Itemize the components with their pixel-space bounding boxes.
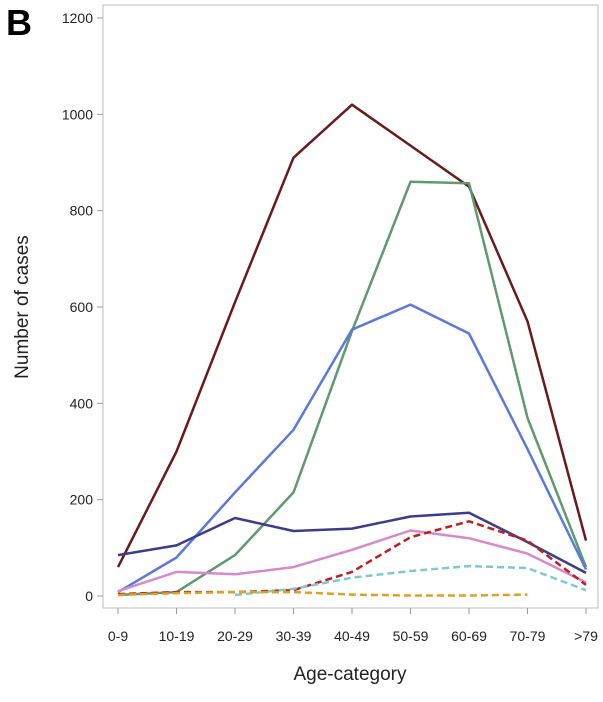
series-layer [116,103,588,597]
x-axis-title: Age-category [293,664,407,685]
x-tick-label: 30-39 [276,628,312,644]
x-tick-label: 40-49 [334,628,370,644]
plot-frame [102,4,599,609]
x-tick-label: 50-59 [393,628,429,644]
y-axis: 0 200 400 600 800 1000 1200 [62,10,103,604]
x-tick-label: 60-69 [451,628,487,644]
series-line-6 [117,520,587,596]
series-line-7 [234,564,587,597]
y-tick-label: 1200 [62,10,93,26]
x-tick-label: 20-29 [217,628,253,644]
y-axis-title: Number of cases [12,235,33,379]
y-tick-label: 400 [70,395,94,411]
series-line-4 [117,511,587,575]
y-tick-label: 0 [85,588,93,604]
y-tick-label: 200 [70,492,94,508]
x-tick-label: 10-19 [159,628,195,644]
series-line-8 [117,590,528,597]
series-line-1 [116,103,588,568]
series-line-2 [117,180,588,597]
y-tick-label: 600 [70,299,94,315]
x-tick-label: >79 [574,628,598,644]
y-tick-label: 1000 [62,106,93,122]
y-tick-label: 800 [70,203,94,219]
series-line-5 [117,529,587,593]
x-tick-label: 70-79 [510,628,546,644]
x-tick-label: 0-9 [108,628,128,644]
x-axis: 0-9 10-19 20-29 30-39 40-49 50-59 60-69 70-79 >7… [108,608,598,644]
panel-label: B [6,2,32,43]
